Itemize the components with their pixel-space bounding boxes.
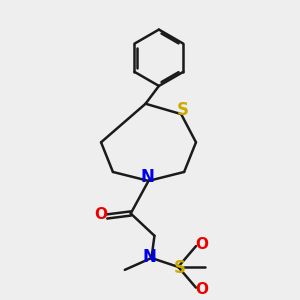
Text: O: O [195,282,208,297]
Text: S: S [174,260,186,278]
Text: O: O [195,237,208,252]
Text: O: O [94,208,107,223]
Text: N: N [141,168,154,186]
Text: N: N [142,248,156,266]
Text: S: S [177,101,189,119]
